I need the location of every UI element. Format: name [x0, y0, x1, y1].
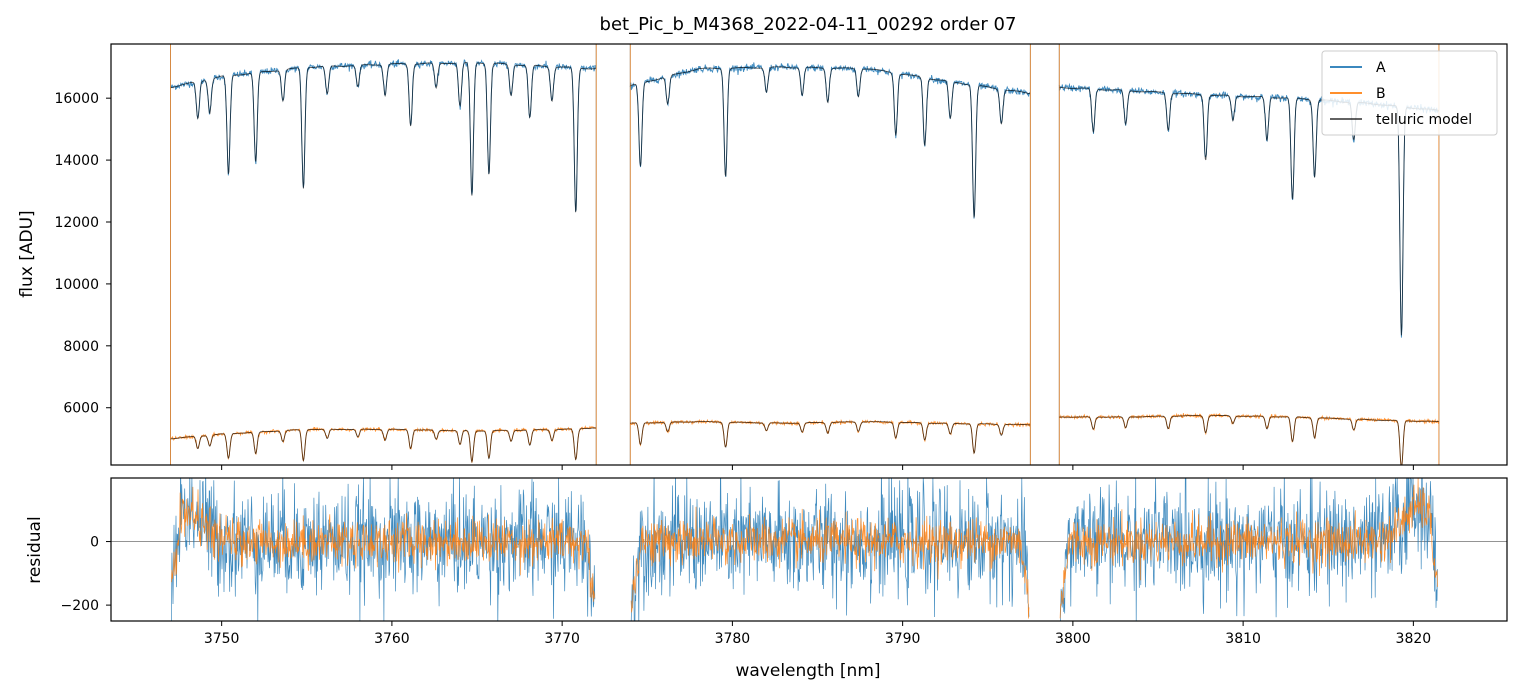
telluric-model-line [170, 61, 596, 213]
wavelength-axis-label: wavelength [nm] [735, 661, 880, 681]
residual-x-tick-label: 3750 [204, 631, 240, 647]
flux-y-tick-label: 16000 [54, 91, 99, 107]
residual-x-tick-label: 3800 [1055, 631, 1091, 647]
telluric-model-line [630, 421, 1031, 455]
legend-label-b: B [1376, 86, 1386, 102]
residual-axis-label: residual [25, 516, 45, 583]
residual-x-tick-label: 3810 [1225, 631, 1261, 647]
legend-box [1321, 50, 1498, 136]
flux-y-tick-label: 14000 [54, 153, 99, 169]
flux-y-tick-label: 8000 [63, 339, 99, 355]
residual-y-tick-label: −200 [61, 598, 99, 614]
residual-y-tick-label: 0 [90, 535, 99, 551]
residual-x-tick-label: 3780 [715, 631, 751, 647]
residual-plot-area [111, 478, 1507, 621]
telluric-model-line [170, 427, 597, 464]
residual-panel: −200 0 3750 3760 3770 3780 3790 3800 3810 3820 [61, 477, 1508, 647]
flux-axis-label: flux [ADU] [17, 210, 37, 297]
residual-b-line [630, 506, 1030, 619]
flux-plot-area [170, 44, 1440, 465]
residual-b-line [171, 486, 596, 602]
residual-x-tick-label: 3760 [374, 631, 410, 647]
residual-x-tick-label: 3820 [1396, 631, 1432, 647]
flux-y-tick-label: 10000 [54, 277, 99, 293]
flux-y-tick-label: 6000 [63, 401, 99, 417]
series-b-line [170, 425, 597, 463]
chart-title: bet_Pic_b_M4368_2022-04-11_00292 order 0… [600, 14, 1017, 35]
residual-b-line [1059, 478, 1438, 619]
residual-x-tick-label: 3770 [544, 631, 580, 647]
legend-label-a: A [1376, 60, 1386, 76]
residual-axes-frame [110, 477, 1508, 622]
residual-a-line [171, 478, 596, 621]
flux-y-tick-label: 12000 [54, 215, 99, 231]
residual-x-tick-label: 3790 [885, 631, 921, 647]
flux-axes-frame [110, 43, 1508, 466]
telluric-model-line [1059, 415, 1439, 465]
telluric-model-line [630, 66, 1031, 218]
legend: A B telluric model [1321, 50, 1498, 136]
series-a-line [629, 62, 1031, 219]
legend-label-telluric-model: telluric model [1376, 112, 1472, 128]
flux-panel: 6000 8000 10000 12000 14000 16000 [54, 43, 1508, 470]
series-b-line [1059, 412, 1440, 465]
